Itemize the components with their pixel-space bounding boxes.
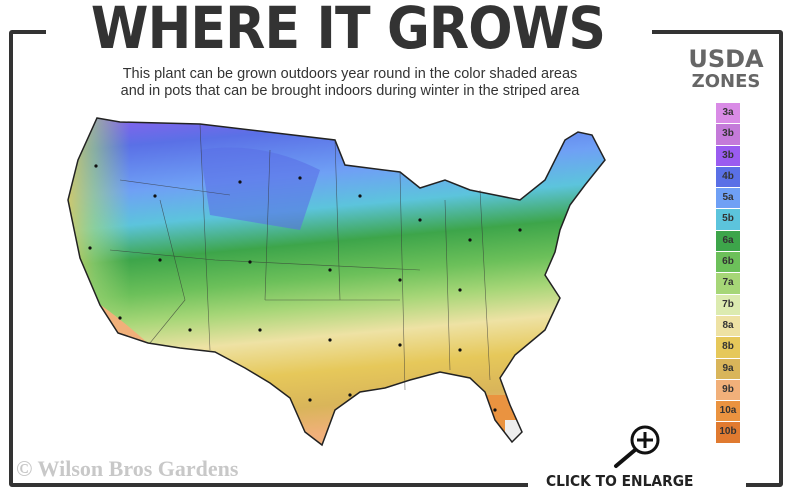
legend-swatch-9b: 9b	[716, 379, 740, 402]
legend-swatch-8b: 8b	[716, 337, 740, 359]
legend-swatch-7b: 7b	[716, 294, 740, 316]
subtitle-line: This plant can be grown outdoors year ro…	[122, 66, 578, 82]
subtitle-line: and in pots that can be brought indoors …	[120, 83, 580, 99]
page-title: WHERE IT GROWS	[90, 0, 606, 62]
state-borders	[109, 123, 491, 391]
legend-swatch-5b: 5b	[716, 209, 740, 231]
legend-swatch-8a: 8a	[716, 315, 740, 338]
legend-swatch-3b: 3b	[716, 124, 740, 146]
legend-swatch-3a: 3a	[716, 103, 740, 125]
legend-swatch-6a: 6a	[716, 230, 740, 253]
legend-swatch-10b: 10b	[716, 422, 740, 444]
copyright-watermark: © Wilson Bros Gardens	[16, 456, 239, 481]
legend-swatch-7a: 7a	[716, 273, 740, 295]
legend-title-line1: USDA	[688, 45, 764, 73]
click-to-enlarge-button[interactable]: CLICK TO ENLARGE	[546, 472, 694, 490]
magnifier-plus-icon[interactable]	[610, 422, 666, 470]
subtitle: This plant can be grown outdoors year ro…	[40, 66, 660, 100]
zone-legend: 3a 3b 3b 4b 5a 5b 6a 6b 7a 7b 8a 8b 9a 9b 10a 10b	[716, 103, 740, 444]
legend-swatch-3b: 3b	[716, 145, 740, 167]
legend-swatch-5a: 5a	[716, 188, 740, 210]
zone-bands	[68, 118, 605, 445]
legend-title-line2: ZONES	[691, 71, 761, 92]
legend-swatch-4b: 4b	[716, 166, 740, 189]
legend-swatch-9a: 9a	[716, 358, 740, 380]
legend-swatch-10a: 10a	[716, 401, 740, 423]
frame-gap	[46, 24, 652, 38]
legend-title: USDA ZONES	[668, 46, 784, 92]
legend-swatch-6b: 6b	[716, 252, 740, 274]
frame-gap	[528, 480, 746, 494]
city-markers	[88, 164, 522, 412]
